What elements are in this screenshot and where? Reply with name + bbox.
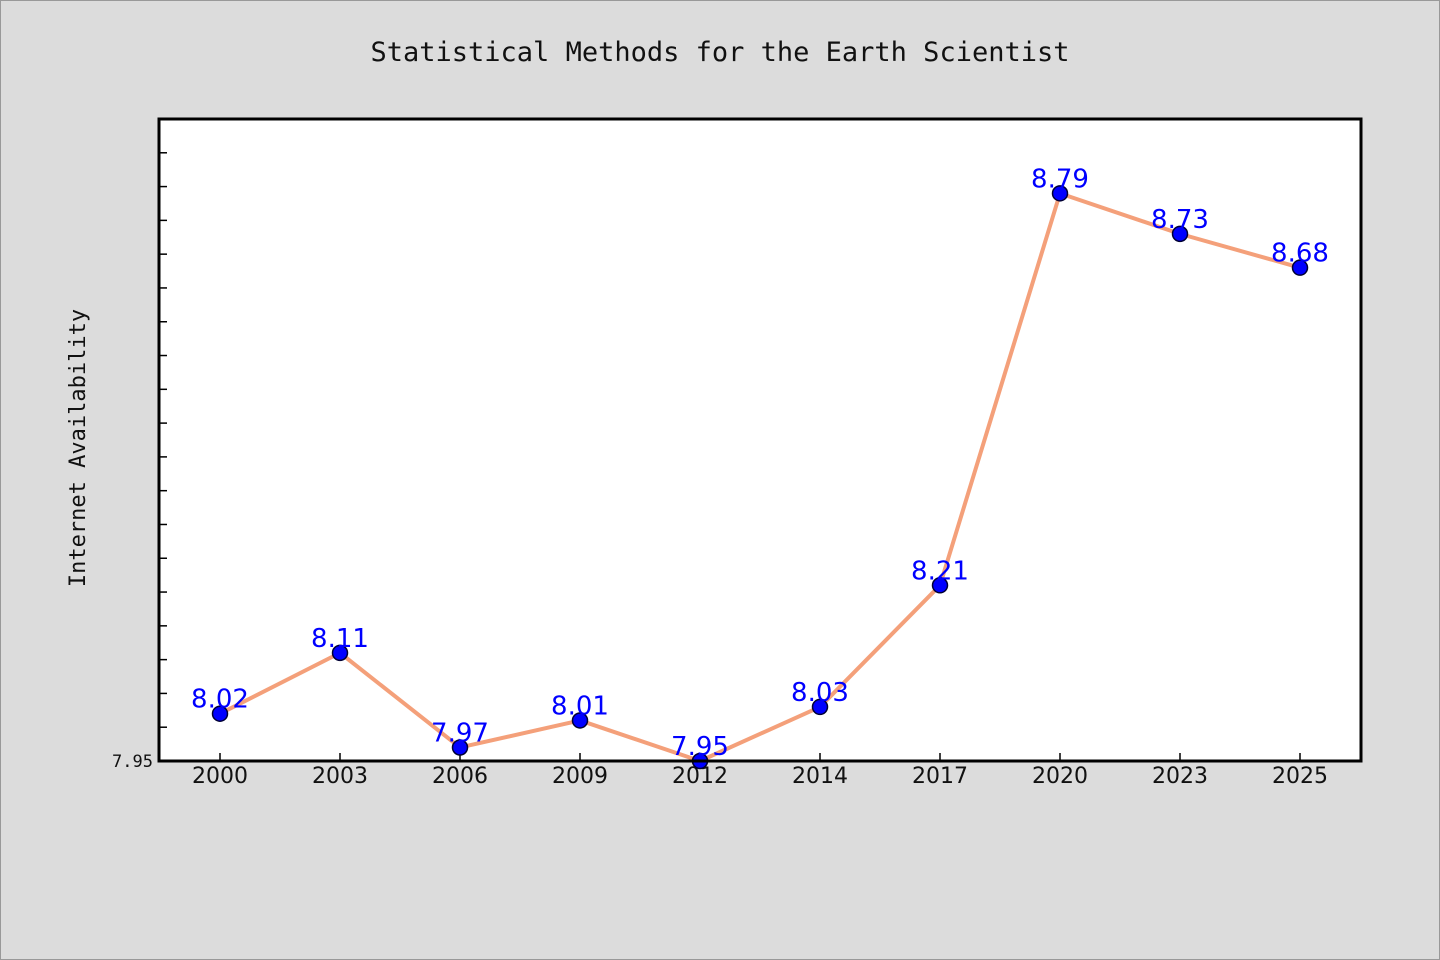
- data-point: [1171, 225, 1189, 243]
- series-line: [218, 191, 1302, 763]
- series-layer: [211, 185, 1309, 770]
- data-label: 8.02: [191, 685, 249, 715]
- data-point: [1051, 185, 1069, 202]
- data-labels: 8.02 8.11 7.97 8.01 7.95 8.03 8.21 8.79 8.73 8.68: [191, 164, 1329, 762]
- data-point: [811, 698, 829, 716]
- x-axis-ticks: 2000 2003 2006 2009 2012 2014 2017 2020 2023 2025: [192, 753, 1328, 789]
- data-point: [211, 705, 229, 722]
- data-label: 8.73: [1151, 205, 1209, 235]
- y-axis-label: Internet Availability: [66, 309, 91, 587]
- plot-frame: [157, 117, 1363, 763]
- y-tick-label: 7.95: [112, 752, 153, 772]
- x-tick-label: 2017: [912, 764, 968, 789]
- data-point: [571, 712, 589, 729]
- data-label: 8.68: [1271, 239, 1329, 269]
- data-label: 8.01: [551, 691, 609, 721]
- data-label: 7.95: [671, 732, 729, 762]
- x-tick-label: 2025: [1272, 764, 1328, 789]
- data-label: 8.21: [911, 556, 969, 586]
- data-point: [1291, 259, 1309, 276]
- x-tick-label: 2000: [192, 764, 248, 789]
- data-label: 8.11: [311, 624, 369, 654]
- x-tick-label: 2006: [432, 764, 488, 789]
- x-tick-label: 2014: [792, 764, 848, 789]
- data-point: [451, 739, 469, 756]
- x-tick-label: 2009: [552, 764, 608, 789]
- data-point: [331, 644, 349, 662]
- data-label: 8.79: [1031, 164, 1089, 194]
- data-label: 7.97: [431, 718, 489, 748]
- chart-title: Statistical Methods for the Earth Scient…: [371, 37, 1070, 68]
- data-label: 8.03: [791, 678, 849, 708]
- x-tick-label: 2023: [1152, 764, 1208, 789]
- data-point: [931, 577, 949, 594]
- x-tick-label: 2020: [1032, 764, 1088, 789]
- x-tick-label: 2003: [312, 764, 368, 789]
